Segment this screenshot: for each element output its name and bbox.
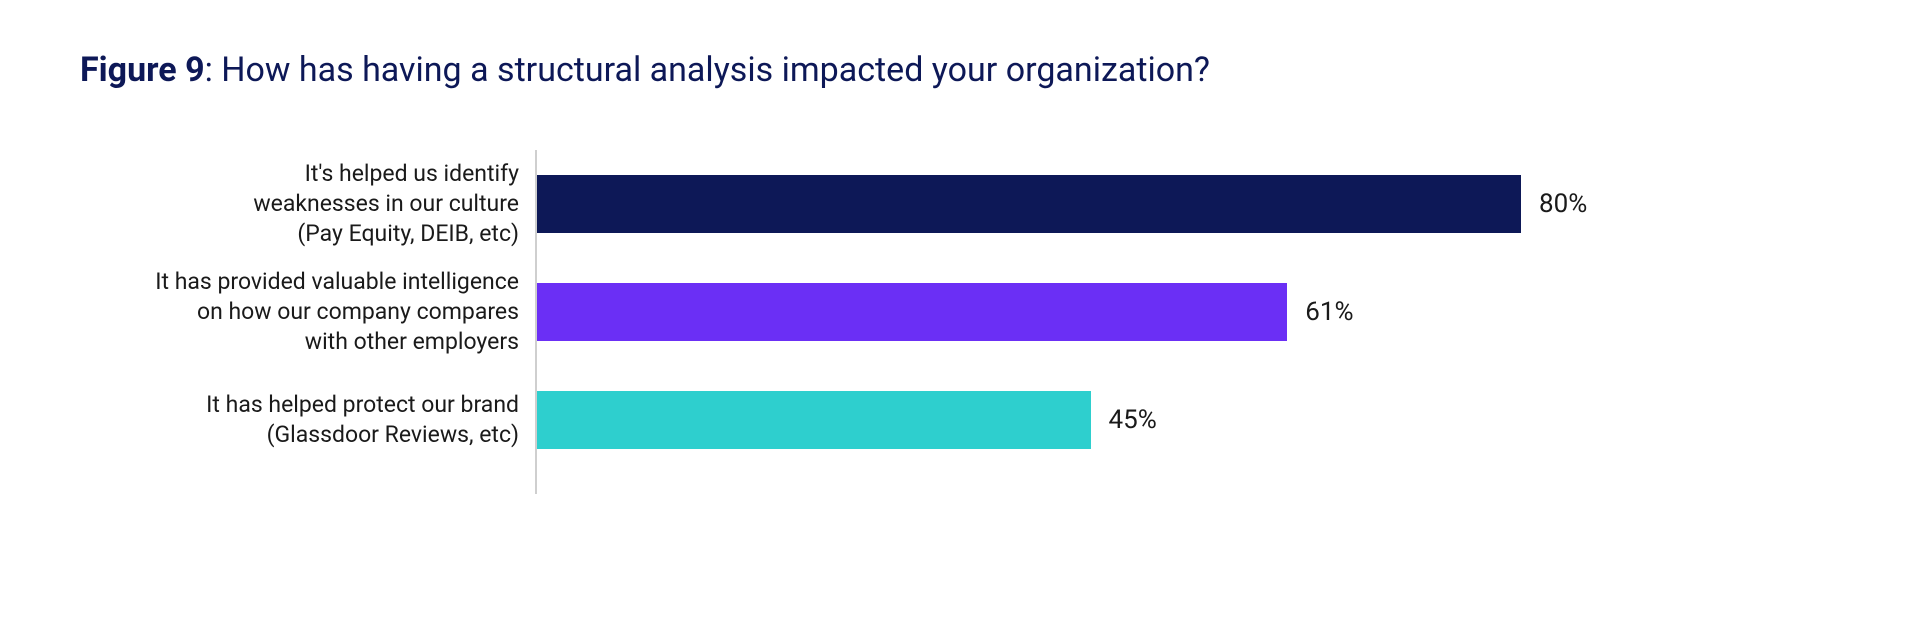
figure-number: Figure 9 [80, 50, 205, 90]
category-label: It has provided valuable intelligenceon … [80, 258, 535, 366]
bar-row: 61% [537, 258, 1825, 366]
bar [537, 283, 1287, 341]
bar-value-label: 80% [1539, 189, 1587, 219]
bar-value-label: 61% [1305, 297, 1353, 327]
bars-column: 80% 61% 45% [535, 150, 1825, 494]
category-label: It's helped us identifyweaknesses in our… [80, 150, 535, 258]
figure-heading: Figure 9: How has having a structural an… [80, 50, 1825, 90]
bar-value-label: 45% [1109, 405, 1157, 435]
bar-chart: It's helped us identifyweaknesses in our… [80, 150, 1825, 494]
category-label: It has helped protect our brand(Glassdoo… [80, 366, 535, 474]
bar [537, 391, 1091, 449]
bar-row: 45% [537, 366, 1825, 474]
bar-row: 80% [537, 150, 1825, 258]
bar [537, 175, 1521, 233]
figure-title: : How has having a structural analysis i… [205, 50, 1210, 90]
category-labels-column: It's helped us identifyweaknesses in our… [80, 150, 535, 494]
